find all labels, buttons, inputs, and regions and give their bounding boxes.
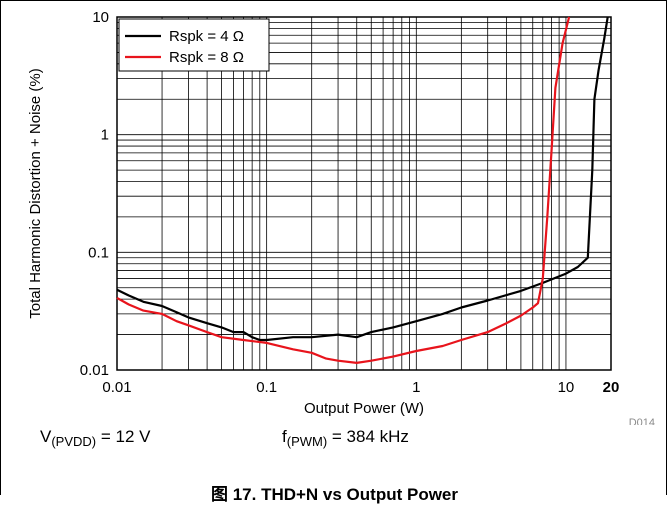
condition-pwm: f(PWM) = 384 kHz: [282, 427, 409, 449]
x-tick-label: 20: [603, 379, 620, 396]
figure-caption: 图 17. THD+N vs Output Power: [210, 485, 458, 504]
legend-label: Rspk = 8 Ω: [169, 49, 244, 66]
plot-border: [116, 16, 612, 371]
y-tick-label: 1: [101, 127, 109, 144]
y-tick-label: 0.01: [80, 362, 109, 379]
figure-frame: [0, 0, 667, 495]
y-tick-label: 0.1: [88, 244, 109, 261]
condition-pwm-subscript: (PWM): [286, 434, 328, 449]
tick-labels: 0.01 0.1 1 10 20 0.01 0.1 1 10: [80, 9, 620, 396]
series-line-rspk-8: [116, 16, 571, 364]
legend-label: Rspk = 4 Ω: [169, 28, 244, 45]
x-axis-label: Output Power (W): [304, 400, 424, 417]
legend-box: [118, 18, 270, 72]
x-tick-label: 1: [412, 379, 420, 396]
y-tick-label: 10: [92, 9, 109, 26]
condition-pvdd-symbol: V: [40, 427, 52, 446]
series-layer: [116, 16, 609, 364]
legend: Rspk = 4 Ω Rspk = 8 Ω: [118, 18, 270, 72]
x-tick-label: 10: [558, 379, 575, 396]
y-axis-label: Total Harmonic Distortion + Noise (%): [27, 68, 44, 319]
condition-pvdd-subscript: (PVDD): [51, 434, 97, 449]
x-tick-label: 0.01: [102, 379, 131, 396]
figure-id: D014: [629, 417, 655, 425]
condition-pwm-value: = 384 kHz: [327, 427, 409, 446]
grid-lines: [117, 17, 611, 370]
condition-pwm-symbol: f: [282, 427, 287, 446]
series-line-rspk-4: [116, 16, 609, 342]
condition-pvdd: V(PVDD) = 12 V: [40, 427, 150, 449]
condition-pvdd-value: = 12 V: [96, 427, 151, 446]
thd-chart: Rspk = 4 Ω Rspk = 8 Ω 0.01 0.1 1 10 20 0.01 0.1…: [27, 9, 655, 425]
x-tick-label: 0.1: [256, 379, 277, 396]
